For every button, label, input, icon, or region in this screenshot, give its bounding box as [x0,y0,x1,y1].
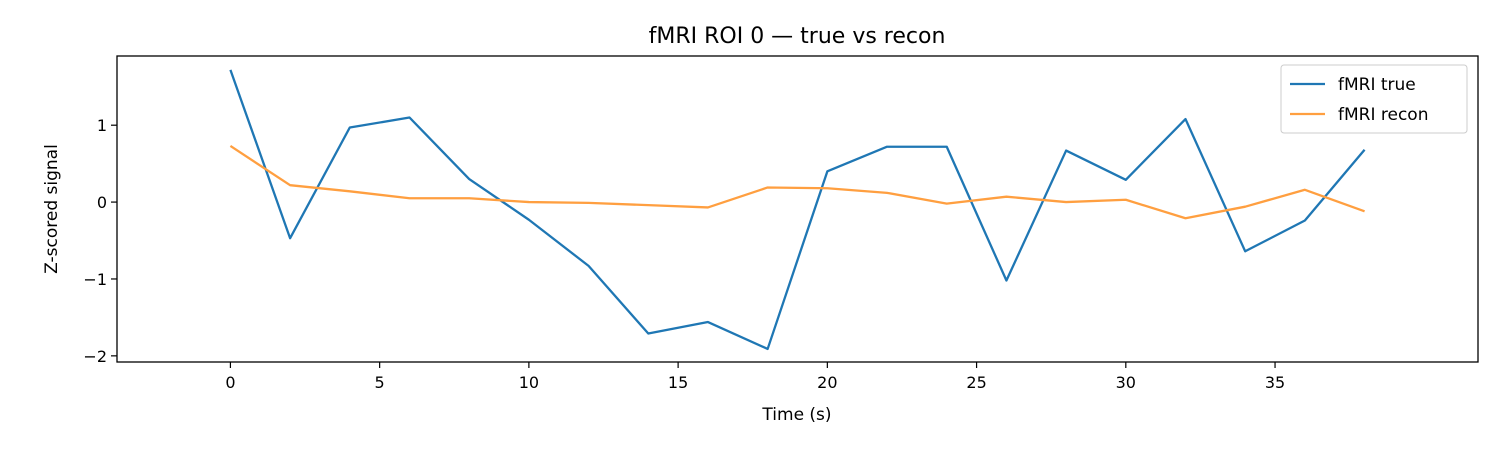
legend-label-fmri-recon: fMRI recon [1338,105,1428,125]
x-tick-label: 30 [1116,373,1136,392]
legend-box [1280,64,1468,134]
y-axis: −2 −1 0 1 [83,116,117,366]
x-tick-label: 0 [225,373,235,392]
x-tick-label: 25 [966,373,986,392]
legend: fMRI true fMRI recon [1280,64,1468,134]
series-line-fmri-recon [229,144,1365,220]
x-tick-label: 15 [668,373,688,392]
y-tick-label: 1 [97,116,107,135]
x-tick-label: 35 [1265,373,1285,392]
plot-frame [116,55,1479,363]
y-tick-label: −2 [83,347,107,366]
x-tick-label: 10 [519,373,539,392]
y-axis-label: Z-scored signal [42,144,62,274]
legend-label-fmri-true: fMRI true [1338,75,1416,95]
y-tick-label: 0 [97,193,107,212]
y-tick-label: −1 [83,270,107,289]
x-axis: 0 5 10 15 20 25 30 35 [225,362,1285,392]
x-axis-label: Time (s) [761,405,831,425]
series-line-fmri-true [229,69,1366,351]
x-tick-label: 20 [817,373,837,392]
x-tick-label: 5 [375,373,385,392]
chart-title: fMRI ROI 0 — true vs recon [649,24,946,49]
series-layer [229,69,1366,351]
